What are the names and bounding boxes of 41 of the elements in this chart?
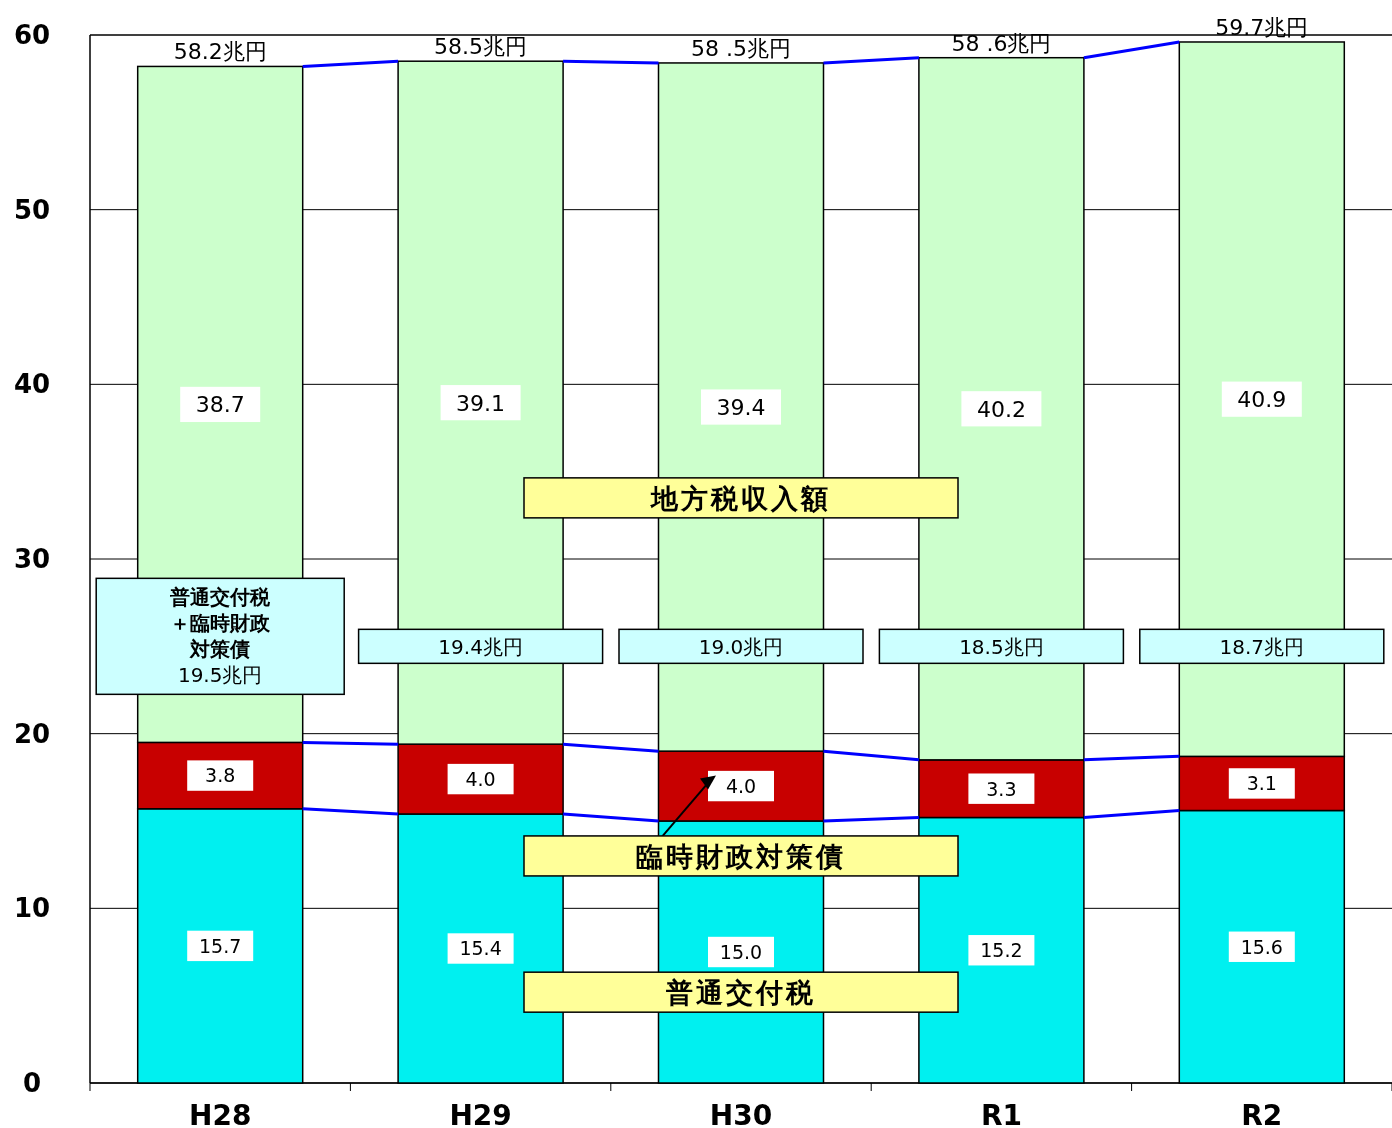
x-tick-label: H30 [709, 1099, 773, 1128]
x-tick-label: R2 [1241, 1099, 1283, 1128]
total-label: 58 .5兆円 [691, 35, 791, 61]
total-label: 58.5兆円 [434, 34, 528, 60]
data-label: 40.2 [976, 396, 1026, 422]
annotation: 19.0兆円 [698, 635, 784, 660]
y-tick-label: 60 [13, 20, 51, 50]
data-label: 38.7 [195, 392, 245, 418]
annotation: 18.7兆円 [1219, 635, 1305, 660]
data-label: 15.7 [199, 934, 242, 957]
total-label: 59.7兆円 [1215, 14, 1309, 40]
data-label: 4.0 [725, 774, 757, 797]
annotation: 19.4兆円 [438, 635, 523, 660]
x-tick-label: R1 [980, 1099, 1022, 1128]
data-label: 39.4 [716, 394, 766, 420]
data-label: 15.4 [459, 937, 502, 960]
y-tick-label: 30 [13, 544, 51, 574]
y-tick-label: 10 [13, 893, 51, 924]
y-tick-label: 20 [13, 718, 51, 749]
series-label: 地方税収入額 [650, 482, 831, 514]
data-label: 15.6 [1240, 935, 1283, 958]
data-label: 15.0 [719, 940, 763, 963]
data-label: 15.2 [980, 939, 1023, 962]
y-tick-label: 0 [22, 1068, 42, 1098]
data-label: 3.3 [986, 777, 1017, 800]
data-label: 40.9 [1237, 387, 1287, 413]
total-label: 58.2兆円 [173, 39, 267, 65]
series-label: 普通交付税 [665, 977, 816, 1009]
data-label: 3.8 [205, 764, 236, 787]
annotation: 19.5兆円 [177, 663, 263, 688]
data-label: 3.1 [1246, 772, 1277, 795]
data-label: 39.1 [456, 390, 506, 416]
total-label: 58 .6兆円 [951, 30, 1052, 56]
x-tick-label: H28 [189, 1099, 252, 1128]
data-label: 4.0 [465, 767, 496, 790]
annotation: 18.5兆円 [959, 635, 1044, 660]
x-tick-label: H29 [449, 1099, 512, 1128]
annotation: 普通交付税＋臨時財政対策債 [169, 585, 272, 662]
y-tick-label: 40 [13, 369, 51, 400]
legend-label: 臨時財政対策債 [636, 840, 846, 872]
y-tick-label: 50 [13, 194, 51, 225]
